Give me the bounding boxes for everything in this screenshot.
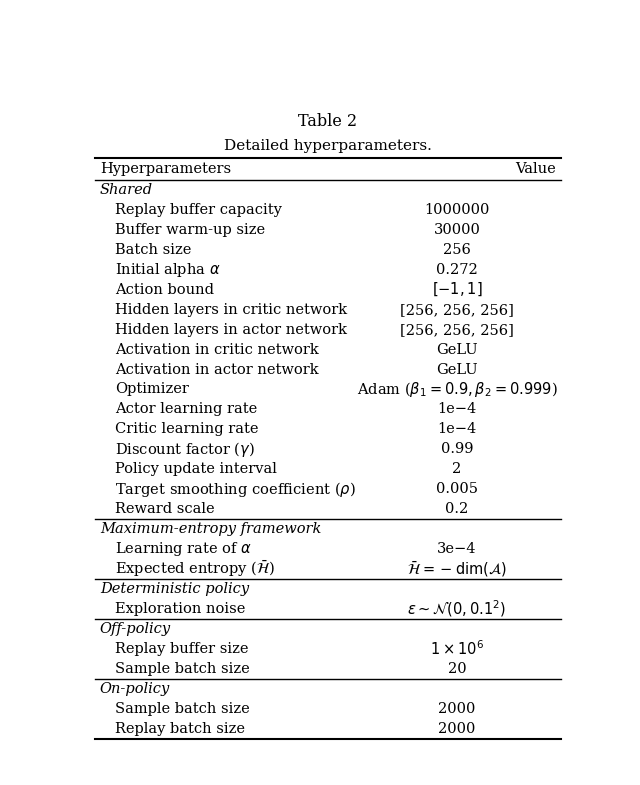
Text: Target smoothing coefficient ($\rho$): Target smoothing coefficient ($\rho$) — [115, 480, 355, 498]
Text: [256, 256, 256]: [256, 256, 256] — [400, 323, 514, 337]
Text: 3e−4: 3e−4 — [437, 542, 477, 556]
Text: Activation in actor network: Activation in actor network — [115, 363, 318, 377]
Text: 1e−4: 1e−4 — [437, 422, 477, 436]
Text: Replay batch size: Replay batch size — [115, 721, 244, 736]
Text: GeLU: GeLU — [436, 363, 478, 377]
Text: Reward scale: Reward scale — [115, 502, 214, 517]
Text: Batch size: Batch size — [115, 243, 191, 257]
Text: 2000: 2000 — [438, 702, 476, 716]
Text: Buffer warm-up size: Buffer warm-up size — [115, 223, 265, 237]
Text: Optimizer: Optimizer — [115, 382, 189, 396]
Text: Hidden layers in actor network: Hidden layers in actor network — [115, 323, 347, 337]
Text: Off-policy: Off-policy — [100, 622, 171, 636]
Text: Value: Value — [515, 162, 556, 176]
Text: Table 2: Table 2 — [298, 113, 358, 130]
Text: 2: 2 — [452, 462, 461, 476]
Text: Replay buffer size: Replay buffer size — [115, 642, 248, 655]
Text: Policy update interval: Policy update interval — [115, 462, 276, 476]
Text: 1000000: 1000000 — [424, 203, 490, 217]
Text: 0.2: 0.2 — [445, 502, 468, 517]
Text: 256: 256 — [443, 243, 471, 257]
Text: Actor learning rate: Actor learning rate — [115, 403, 257, 416]
Text: $1 \times 10^6$: $1 \times 10^6$ — [430, 640, 484, 658]
Text: [256, 256, 256]: [256, 256, 256] — [400, 303, 514, 316]
Text: Sample batch size: Sample batch size — [115, 702, 250, 716]
Text: Initial alpha $\alpha$: Initial alpha $\alpha$ — [115, 261, 220, 279]
Text: Hidden layers in critic network: Hidden layers in critic network — [115, 303, 347, 316]
Text: Action bound: Action bound — [115, 283, 214, 297]
Text: Exploration noise: Exploration noise — [115, 602, 245, 616]
Text: Critic learning rate: Critic learning rate — [115, 422, 258, 436]
Text: 0.005: 0.005 — [436, 482, 478, 496]
Text: Adam ($\beta_1 = 0.9, \beta_2 = 0.999$): Adam ($\beta_1 = 0.9, \beta_2 = 0.999$) — [356, 380, 557, 399]
Text: Shared: Shared — [100, 183, 153, 197]
Text: 2000: 2000 — [438, 721, 476, 736]
Text: Expected entropy ($\bar{\mathcal{H}}$): Expected entropy ($\bar{\mathcal{H}}$) — [115, 559, 275, 579]
Text: Activation in critic network: Activation in critic network — [115, 342, 319, 356]
Text: Maximum-entropy framework: Maximum-entropy framework — [100, 522, 321, 536]
Text: Discount factor ($\gamma$): Discount factor ($\gamma$) — [115, 440, 255, 458]
Text: Detailed hyperparameters.: Detailed hyperparameters. — [224, 139, 432, 152]
Text: 0.99: 0.99 — [441, 442, 473, 456]
Text: $[-1, 1]$: $[-1, 1]$ — [431, 281, 483, 298]
Text: $\epsilon \sim \mathcal{N}(0, 0.1^2)$: $\epsilon \sim \mathcal{N}(0, 0.1^2)$ — [408, 598, 506, 619]
Text: Hyperparameters: Hyperparameters — [100, 162, 231, 176]
Text: 0.272: 0.272 — [436, 263, 478, 277]
Text: 30000: 30000 — [433, 223, 481, 237]
Text: Deterministic policy: Deterministic policy — [100, 582, 249, 596]
Text: $\bar{\mathcal{H}} = -\dim(\mathcal{A})$: $\bar{\mathcal{H}} = -\dim(\mathcal{A})$ — [407, 560, 507, 579]
Text: 1e−4: 1e−4 — [437, 403, 477, 416]
Text: Replay buffer capacity: Replay buffer capacity — [115, 203, 282, 217]
Text: 20: 20 — [447, 662, 467, 676]
Text: On-policy: On-policy — [100, 681, 170, 696]
Text: Sample batch size: Sample batch size — [115, 662, 250, 676]
Text: Learning rate of $\alpha$: Learning rate of $\alpha$ — [115, 540, 252, 558]
Text: GeLU: GeLU — [436, 342, 478, 356]
